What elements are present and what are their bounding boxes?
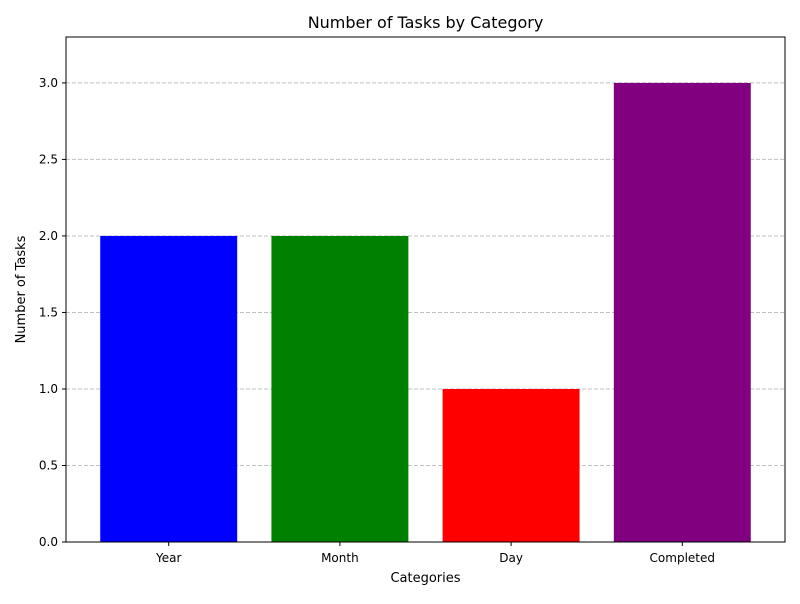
bars	[100, 82, 751, 542]
y-tick-label: 3.0	[39, 76, 58, 90]
x-axis-label: Categories	[390, 571, 460, 586]
bar-completed	[613, 82, 751, 542]
y-axis-label: Number of Tasks	[14, 235, 29, 343]
x-axis-ticks: Year Month Day Completed	[155, 542, 715, 565]
y-axis-ticks: 0.0 0.5 1.0 1.5 2.0 2.5 3.0	[39, 76, 66, 549]
y-tick-label: 1.5	[39, 305, 58, 319]
y-tick-label: 2.5	[39, 152, 58, 166]
y-tick-label: 0.0	[39, 535, 58, 549]
bar-year	[100, 235, 238, 542]
y-tick-label: 0.5	[39, 458, 58, 472]
y-tick-label: 1.0	[39, 382, 58, 396]
chart-title: Number of Tasks by Category	[308, 13, 544, 32]
x-tick-label: Year	[155, 551, 181, 565]
bar-day	[442, 388, 580, 542]
x-tick-label: Month	[321, 551, 359, 565]
bar-month	[271, 235, 409, 542]
x-tick-label: Day	[499, 551, 523, 565]
y-tick-label: 2.0	[39, 229, 58, 243]
plot-frame	[65, 36, 786, 543]
x-tick-label: Completed	[650, 551, 715, 565]
